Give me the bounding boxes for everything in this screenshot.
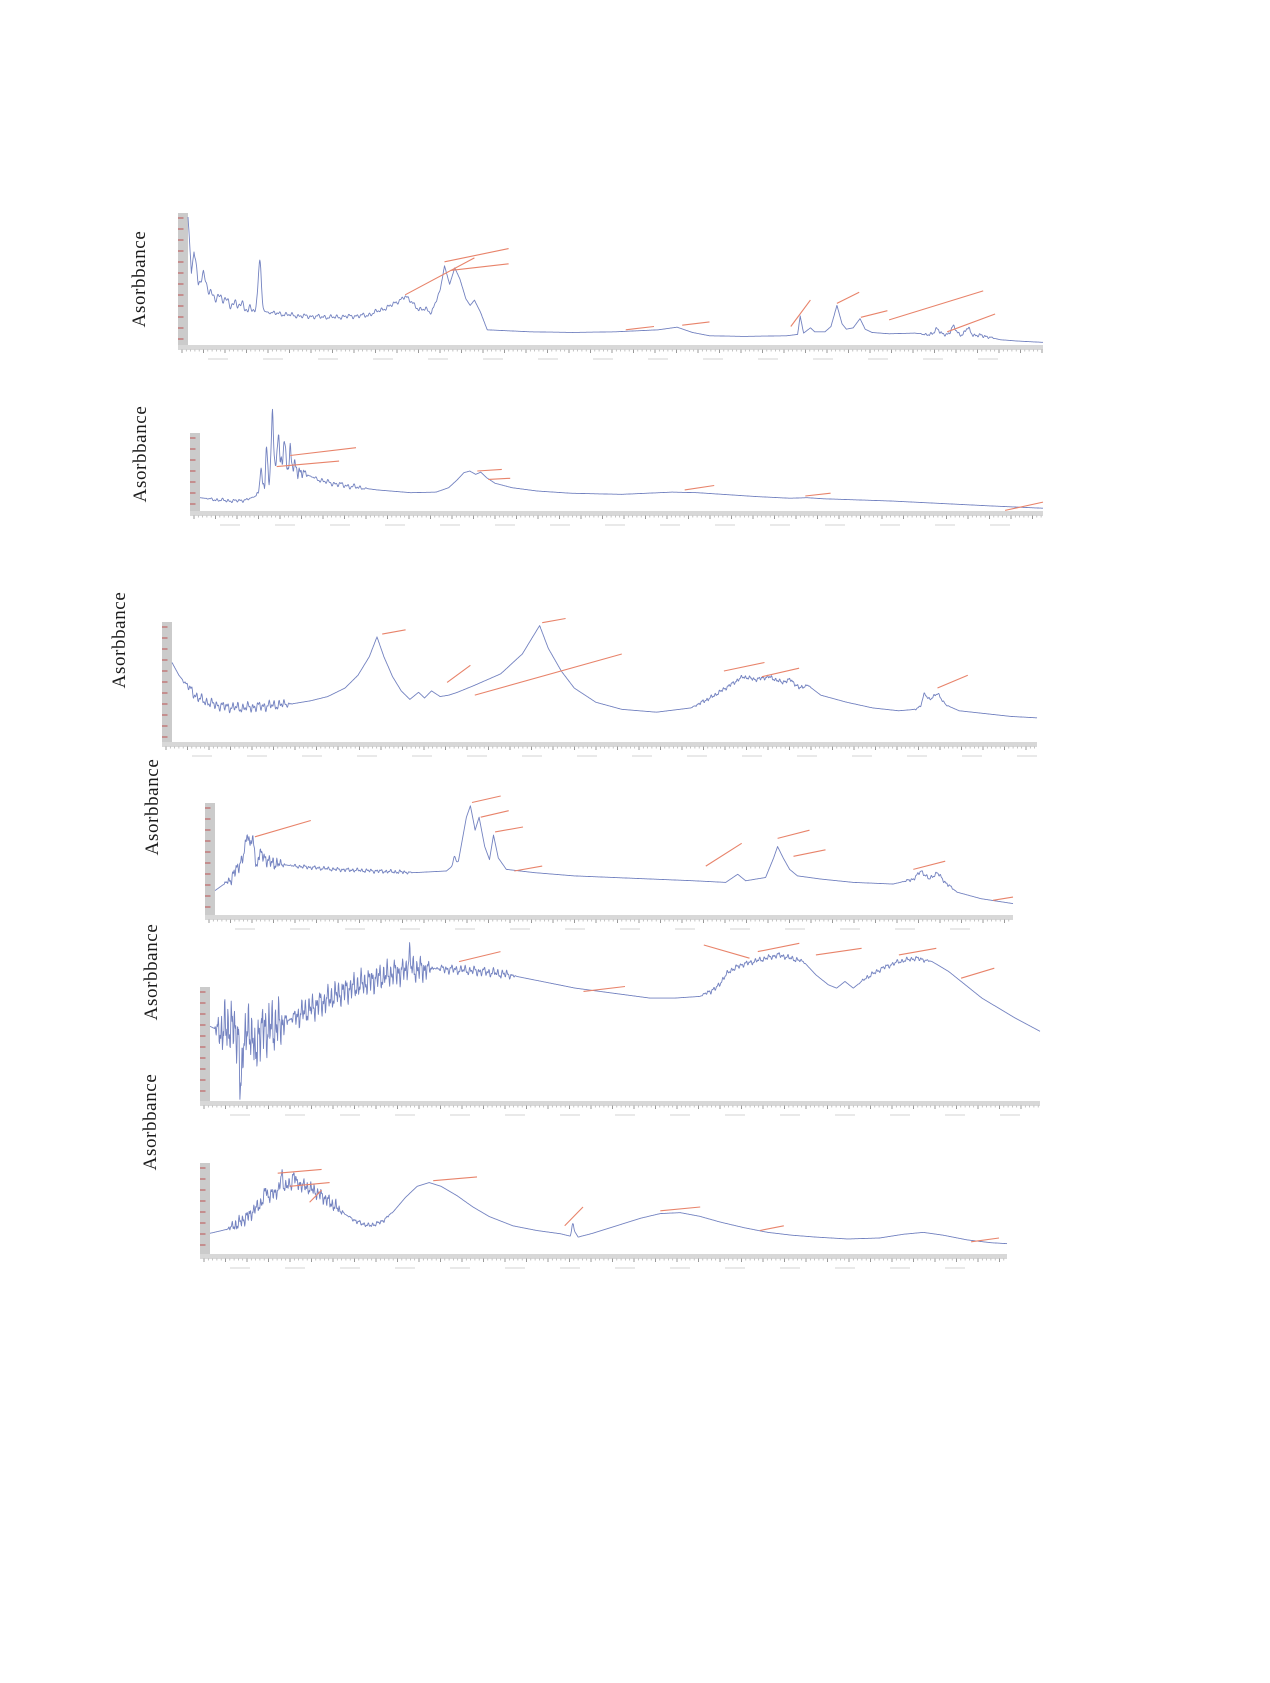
spectrum-line bbox=[171, 625, 1038, 719]
y-axis-label-5: Asorbbance bbox=[141, 923, 162, 1021]
peak-annotation-line bbox=[276, 460, 340, 468]
peak-annotation-line bbox=[404, 257, 475, 296]
x-axis-minor-ticks bbox=[212, 919, 1010, 922]
spectrum-line bbox=[209, 942, 1041, 1100]
y-axis-label-2: Asorbbance bbox=[130, 405, 151, 503]
y-axis-bar bbox=[205, 803, 215, 915]
spectrum-line bbox=[214, 805, 1014, 905]
peak-annotation-line bbox=[450, 263, 509, 271]
y-axis-ticks bbox=[205, 807, 211, 908]
peak-annotation-line bbox=[309, 1189, 322, 1203]
peak-annotation-line bbox=[836, 291, 860, 304]
x-axis-major-ticks bbox=[193, 515, 1033, 519]
y-axis-label-6: Asorbbance bbox=[140, 1073, 161, 1171]
y-axis-bar bbox=[178, 213, 188, 345]
peak-annotation-line bbox=[684, 484, 715, 491]
y-axis-ticks bbox=[162, 626, 168, 738]
spectrum-chart-3 bbox=[162, 617, 1038, 757]
y-axis-label-1: Asorbbance bbox=[129, 230, 150, 328]
peak-annotation-line bbox=[757, 942, 800, 953]
y-axis-bar bbox=[200, 1163, 210, 1254]
x-axis-major-ticks bbox=[203, 1258, 1000, 1262]
peak-annotation-line bbox=[777, 829, 810, 839]
x-axis-major-ticks bbox=[203, 1105, 1022, 1109]
x-axis-bar bbox=[200, 1101, 1040, 1106]
x-axis-minor-ticks bbox=[197, 515, 1042, 518]
peak-annotation-line bbox=[514, 865, 543, 872]
peak-annotation-line bbox=[937, 674, 969, 689]
y-axis-bar bbox=[200, 987, 210, 1101]
peak-annotation-line bbox=[480, 810, 509, 818]
x-axis-bar bbox=[190, 511, 1043, 516]
peak-annotation-line bbox=[583, 985, 626, 992]
peak-annotation-line bbox=[444, 248, 509, 263]
peak-annotation-line bbox=[277, 1168, 322, 1174]
peak-annotation-line bbox=[289, 1182, 330, 1187]
peak-annotation-line bbox=[703, 944, 750, 959]
x-axis-minor-ticks bbox=[207, 1105, 1039, 1108]
y-axis-label-4: Asorbbance bbox=[142, 758, 163, 856]
peak-annotation-line bbox=[564, 1206, 584, 1227]
peak-annotation-line bbox=[888, 290, 984, 321]
peak-annotation-line bbox=[1004, 501, 1044, 511]
x-axis-minor-ticks bbox=[207, 1258, 1005, 1261]
spectrum-chart-4 bbox=[205, 795, 1014, 930]
spectrum-line bbox=[209, 1169, 1008, 1245]
x-axis-bar bbox=[200, 1254, 1007, 1259]
x-axis-major-ticks bbox=[208, 919, 1005, 923]
peak-annotation-line bbox=[458, 951, 501, 963]
spectrum-chart-6 bbox=[200, 1163, 1008, 1269]
y-axis-ticks bbox=[200, 1167, 206, 1246]
x-axis-minor-ticks bbox=[185, 349, 1039, 352]
peak-annotation-line bbox=[790, 299, 811, 327]
peak-annotation-line bbox=[705, 842, 742, 867]
peak-annotation-line bbox=[860, 310, 888, 318]
peak-annotation-line bbox=[433, 1176, 478, 1182]
peak-annotation-line bbox=[660, 1206, 701, 1212]
spectrum-chart-1 bbox=[178, 213, 1044, 360]
peak-annotation-line bbox=[913, 860, 946, 870]
x-axis-bar bbox=[178, 345, 1043, 350]
x-axis-major-ticks bbox=[165, 746, 1027, 750]
y-axis-ticks bbox=[178, 217, 184, 340]
peak-annotation-line bbox=[474, 653, 622, 696]
peak-annotation-line bbox=[488, 477, 511, 480]
spectrum-line bbox=[199, 408, 1044, 509]
x-axis-major-ticks bbox=[181, 349, 1043, 353]
peak-annotation-line bbox=[471, 795, 501, 804]
peak-annotation-line bbox=[793, 849, 826, 857]
peak-annotation-line bbox=[446, 664, 471, 683]
peak-annotation-line bbox=[971, 1237, 1000, 1243]
peak-annotation-line bbox=[723, 661, 765, 672]
peak-annotation-line bbox=[254, 819, 311, 838]
peak-annotation-line bbox=[382, 629, 406, 635]
y-axis-bar bbox=[190, 433, 200, 511]
peak-annotation-line bbox=[759, 1225, 784, 1232]
peak-annotation-line bbox=[761, 667, 800, 678]
spectrum-chart-2 bbox=[190, 408, 1044, 526]
peak-annotation-line bbox=[992, 896, 1014, 901]
spectrum-line bbox=[187, 216, 1044, 343]
peak-annotation-line bbox=[960, 967, 995, 979]
peak-annotation-line bbox=[815, 947, 862, 956]
x-axis-minor-ticks bbox=[169, 746, 1035, 749]
x-axis-bar bbox=[162, 742, 1037, 747]
y-axis-ticks bbox=[200, 991, 206, 1092]
spectrum-chart-5 bbox=[200, 942, 1041, 1116]
y-axis-label-3: Asorbbance bbox=[109, 591, 130, 689]
y-axis-ticks bbox=[190, 437, 196, 505]
x-axis-bar bbox=[205, 915, 1013, 920]
peak-annotation-line bbox=[290, 447, 357, 457]
peak-annotation-line bbox=[898, 947, 937, 956]
peak-annotation-line bbox=[495, 826, 524, 833]
peak-annotation-line bbox=[625, 325, 655, 331]
peak-annotation-line bbox=[682, 321, 710, 326]
peak-annotation-line bbox=[805, 492, 831, 497]
peak-annotation-line bbox=[947, 313, 996, 333]
peak-annotation-line bbox=[477, 468, 502, 472]
peak-annotation-line bbox=[542, 617, 566, 624]
